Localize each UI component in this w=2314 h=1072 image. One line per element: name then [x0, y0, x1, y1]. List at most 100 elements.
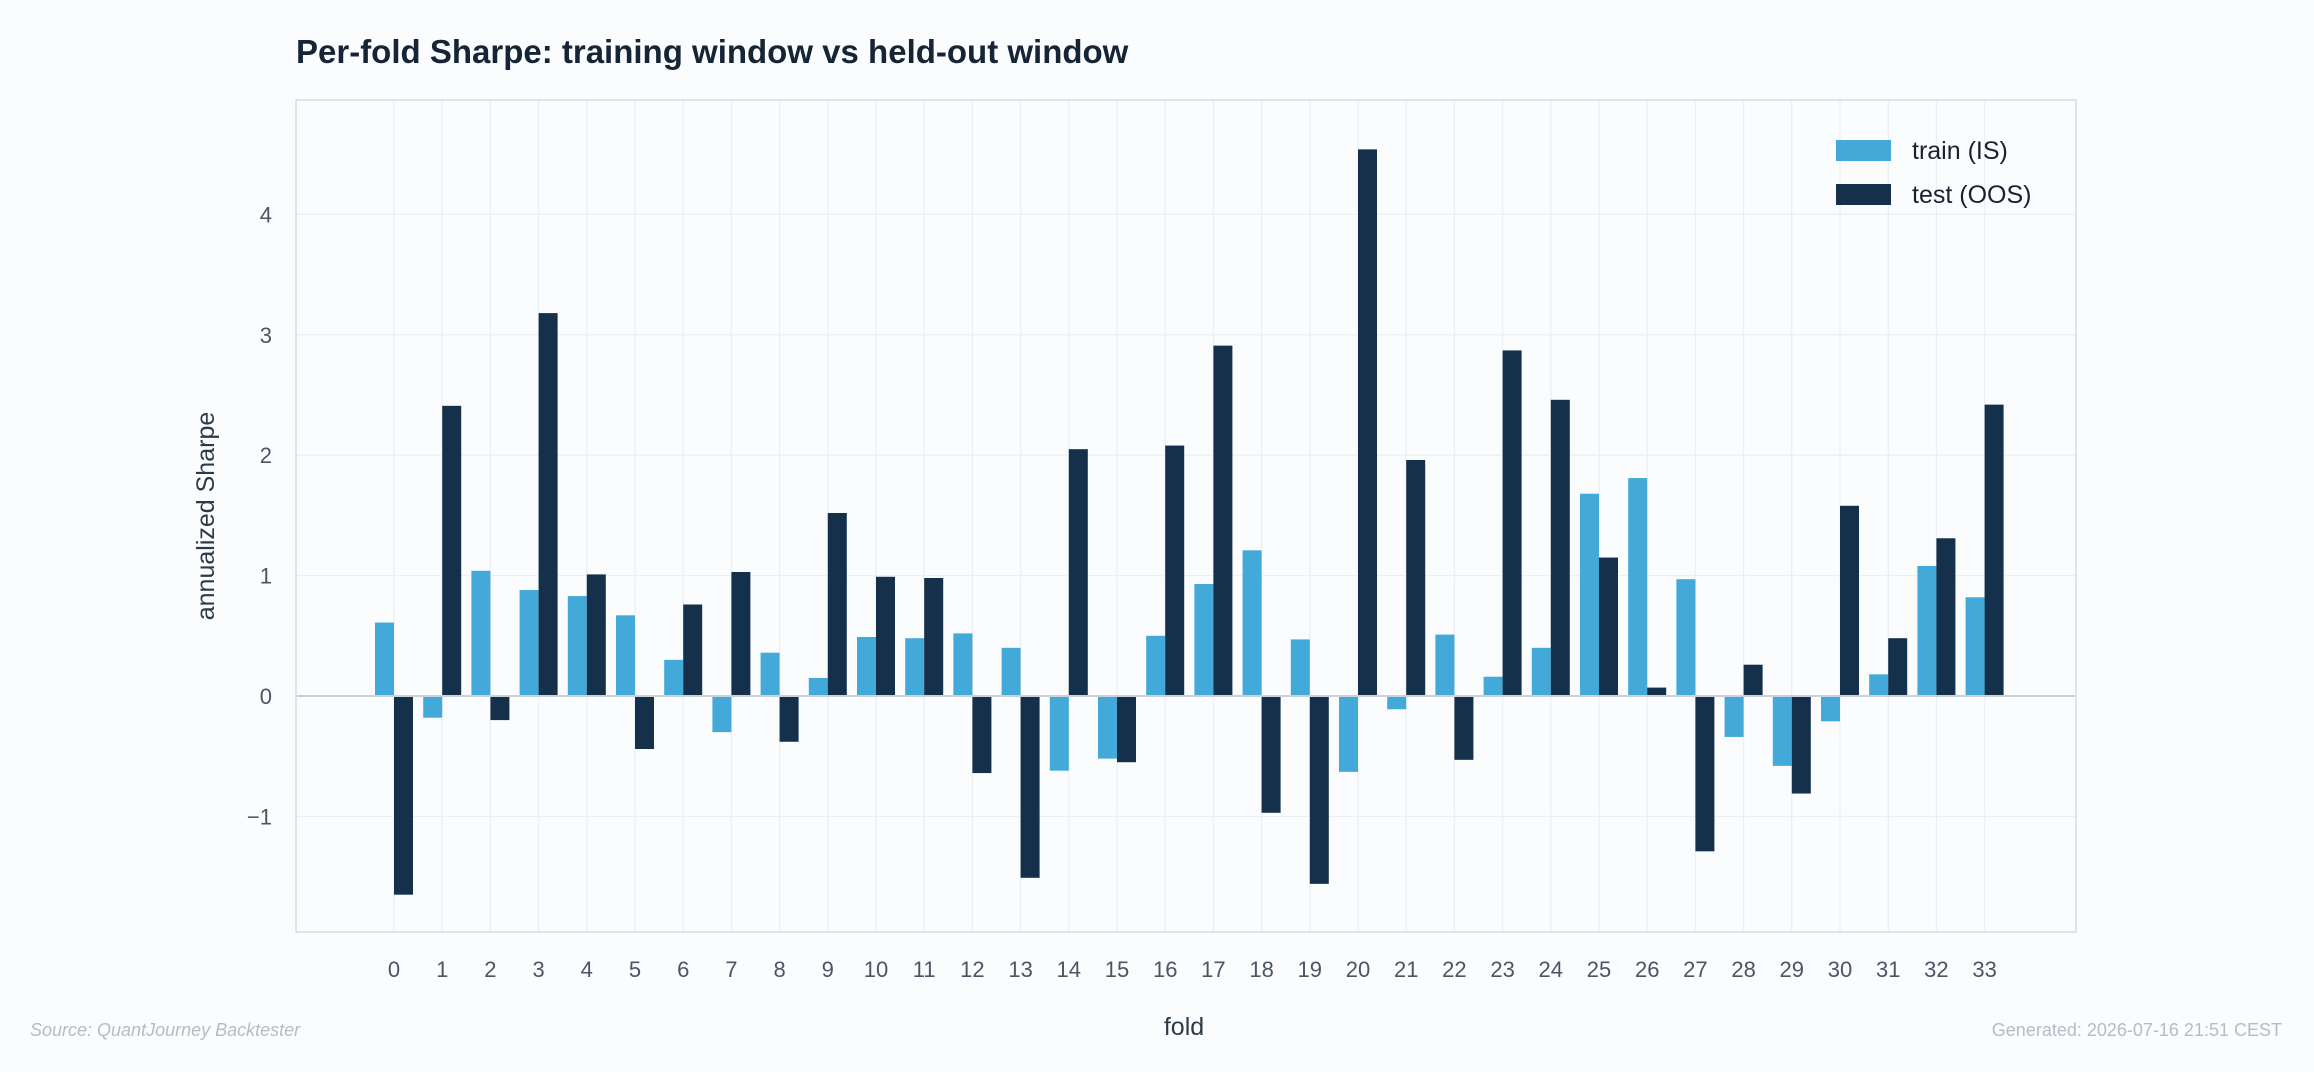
x-axis-label: fold: [1164, 1013, 1204, 1041]
train-bar-fold-31: [1869, 674, 1889, 696]
train-bar-fold-11: [905, 638, 925, 696]
test-bar-fold-22: [1454, 696, 1474, 760]
train-bar-fold-2: [471, 570, 491, 696]
grid-lines: [296, 100, 2076, 932]
train-bar-fold-18: [1242, 550, 1262, 697]
y-tick-label: 0: [260, 684, 272, 709]
test-bar-fold-6: [683, 604, 703, 697]
test-bar-fold-27: [1695, 696, 1715, 852]
x-tick-label: 11: [913, 957, 936, 982]
test-bar-fold-7: [731, 571, 751, 697]
test-bar-fold-33: [1984, 404, 2004, 697]
train-bar-fold-20: [1339, 696, 1358, 772]
x-tick-label: 23: [1490, 957, 1514, 982]
x-tick-label: 6: [677, 957, 689, 982]
test-bar-fold-21: [1406, 460, 1426, 696]
x-tick-label: 12: [960, 957, 984, 982]
train-bar-fold-6: [664, 659, 684, 696]
train-bar-fold-30: [1821, 696, 1840, 722]
test-bar-fold-24: [1550, 399, 1570, 697]
x-tick-label: 24: [1539, 957, 1563, 982]
x-tick-label: 29: [1780, 957, 1804, 982]
train-bar-fold-26: [1628, 478, 1648, 696]
train-bar-fold-5: [616, 615, 635, 696]
train-bar-fold-4: [567, 596, 587, 697]
test-bar-fold-25: [1599, 557, 1618, 697]
legend-swatch: [1836, 184, 1891, 205]
x-tick-label: 1: [436, 957, 448, 982]
x-tick-label: 26: [1635, 957, 1659, 982]
test-bar-fold-20: [1358, 149, 1377, 697]
y-tick-label: 1: [260, 564, 272, 589]
train-bar-fold-14: [1049, 696, 1069, 771]
train-bar-fold-22: [1435, 634, 1455, 697]
train-bar-fold-19: [1290, 639, 1310, 697]
test-bar-fold-8: [779, 696, 799, 742]
test-bar-fold-1: [442, 405, 462, 697]
test-bar-fold-28: [1743, 664, 1763, 697]
test-bar-fold-10: [876, 576, 895, 696]
x-tick-label: 19: [1298, 957, 1322, 982]
test-bar-fold-16: [1165, 445, 1185, 696]
legend: train (IS) test (OOS): [1836, 137, 2031, 209]
test-bar-fold-26: [1647, 687, 1667, 697]
test-bar-fold-11: [924, 578, 944, 697]
train-bar-fold-33: [1965, 597, 1985, 696]
test-bar-fold-14: [1068, 449, 1088, 697]
test-bar-fold-3: [538, 313, 558, 697]
x-tick-label: 8: [773, 957, 785, 982]
test-bar-fold-32: [1936, 538, 1956, 696]
train-bar-fold-1: [423, 696, 443, 718]
x-tick-label: 14: [1057, 957, 1081, 982]
legend-label: train (IS): [1912, 137, 2008, 165]
train-bar-fold-17: [1194, 584, 1214, 697]
train-bar-fold-9: [808, 677, 828, 697]
source-note: Source: QuantJourney Backtester: [30, 1020, 301, 1040]
train-bar-fold-3: [519, 590, 539, 697]
test-bar-fold-31: [1888, 638, 1908, 696]
x-tick-label: 17: [1201, 957, 1225, 982]
train-bar-fold-29: [1772, 696, 1792, 766]
test-bar-fold-12: [972, 696, 992, 774]
x-tick-label: 31: [1876, 957, 1900, 982]
y-axis-label: annualized Sharpe: [192, 412, 220, 621]
x-tick-label: 10: [864, 957, 888, 982]
x-tick-label: 30: [1828, 957, 1852, 982]
x-tick-label: 32: [1924, 957, 1948, 982]
train-bar-fold-13: [1001, 647, 1021, 696]
x-tick-label: 21: [1394, 957, 1418, 982]
legend-label: test (OOS): [1912, 181, 2031, 209]
train-bar-fold-10: [857, 637, 876, 697]
x-tick-label: 16: [1153, 957, 1177, 982]
y-tick-labels: −1 0 1 2 3 4: [247, 202, 272, 829]
x-tick-labels: 0 1 2 3 4 5 6 7 8 9 10 11 12 13 14 15 16 17 18 19 20 21 22 23 24…: [388, 957, 1997, 982]
x-tick-label: 13: [1008, 957, 1032, 982]
bars: [375, 149, 2004, 895]
x-tick-label: 22: [1442, 957, 1466, 982]
test-bar-fold-30: [1840, 505, 1859, 697]
y-tick-label: 2: [260, 443, 272, 468]
train-bar-fold-24: [1531, 647, 1551, 696]
x-tick-label: 28: [1731, 957, 1755, 982]
test-bar-fold-13: [1020, 696, 1040, 878]
test-bar-fold-18: [1261, 696, 1281, 813]
test-bar-fold-17: [1213, 345, 1233, 697]
train-bar-fold-7: [712, 696, 732, 733]
test-bar-fold-9: [827, 512, 847, 697]
train-bar-fold-8: [760, 652, 780, 697]
plot-frame: [295, 99, 2077, 933]
x-tick-label: 25: [1587, 957, 1611, 982]
test-bar-fold-23: [1502, 350, 1522, 696]
test-bar-fold-5: [635, 696, 654, 749]
train-bar-fold-28: [1724, 696, 1744, 737]
test-bar-fold-0: [394, 696, 413, 895]
train-bar-fold-27: [1676, 579, 1696, 696]
x-tick-label: 27: [1683, 957, 1707, 982]
train-bar-fold-0: [375, 622, 394, 697]
generated-timestamp: Generated: 2026-07-16 21:51 CEST: [1992, 1020, 2282, 1040]
x-tick-label: 15: [1105, 957, 1129, 982]
x-tick-label: 9: [822, 957, 834, 982]
x-tick-label: 0: [388, 957, 400, 982]
test-bar-fold-4: [586, 574, 606, 697]
